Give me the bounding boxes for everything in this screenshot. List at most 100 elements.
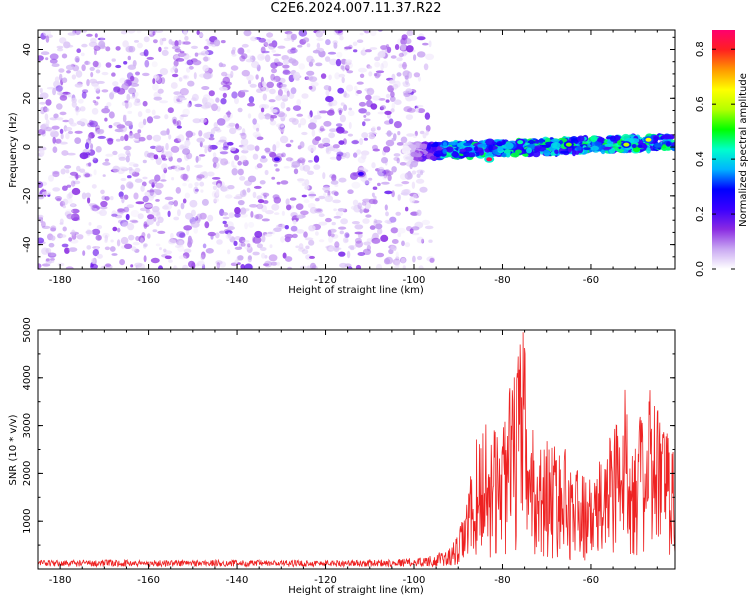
noise-speckle <box>184 139 191 147</box>
noise-speckle <box>237 47 245 55</box>
noise-speckle <box>384 190 393 195</box>
noise-speckle <box>146 134 153 141</box>
noise-speckle <box>380 45 388 50</box>
noise-speckle <box>133 192 139 200</box>
noise-speckle <box>361 201 367 206</box>
noise-speckle <box>330 233 335 238</box>
noise-speckle <box>112 165 120 173</box>
noise-speckle <box>38 193 45 200</box>
noise-speckle <box>71 187 81 196</box>
noise-speckle <box>193 72 197 80</box>
noise-speckle <box>177 134 185 142</box>
noise-speckle <box>90 143 94 150</box>
noise-speckle <box>350 247 355 251</box>
noise-speckle <box>394 259 401 267</box>
noise-speckle <box>186 67 191 73</box>
noise-speckle <box>176 98 180 102</box>
noise-speckle <box>219 151 228 155</box>
noise-speckle <box>102 161 111 166</box>
noise-speckle <box>112 226 118 232</box>
noise-speckle <box>291 161 301 168</box>
noise-speckle <box>339 230 344 235</box>
signal-speckle <box>478 149 484 156</box>
signal-speckle <box>412 155 423 161</box>
noise-speckle <box>131 171 140 177</box>
noise-speckle <box>237 160 242 166</box>
noise-speckle <box>247 255 252 261</box>
noise-speckle <box>71 208 80 214</box>
noise-speckle <box>401 50 407 57</box>
signal-speckle <box>496 142 503 147</box>
noise-speckle <box>256 163 263 169</box>
noise-speckle <box>303 199 310 204</box>
noise-speckle <box>81 43 88 48</box>
x-tick-label: -60 <box>583 575 599 586</box>
noise-speckle <box>416 169 425 174</box>
noise-speckle <box>130 264 134 268</box>
noise-speckle <box>98 40 106 48</box>
noise-speckle <box>371 162 376 169</box>
noise-speckle <box>346 250 351 259</box>
noise-speckle <box>391 166 397 173</box>
noise-speckle <box>336 126 345 134</box>
noise-speckle <box>92 249 100 257</box>
noise-speckle <box>312 138 319 146</box>
noise-speckle <box>323 85 331 91</box>
noise-speckle <box>143 49 149 57</box>
noise-speckle <box>199 118 207 123</box>
noise-speckle <box>413 72 421 78</box>
noise-speckle <box>206 98 215 106</box>
noise-speckle <box>301 194 307 198</box>
noise-speckle <box>68 237 73 242</box>
noise-speckle <box>193 227 198 234</box>
noise-speckle <box>170 232 174 239</box>
noise-speckle <box>41 188 45 192</box>
noise-speckle <box>56 198 62 202</box>
noise-speckle <box>81 91 87 99</box>
noise-speckle <box>314 197 320 202</box>
noise-speckle <box>362 198 371 203</box>
noise-speckle <box>194 188 199 192</box>
noise-speckle <box>283 37 292 42</box>
noise-speckle <box>86 163 90 166</box>
noise-speckle <box>264 54 271 63</box>
noise-speckle <box>219 146 224 154</box>
noise-speckle <box>235 125 243 131</box>
noise-speckle <box>372 126 376 131</box>
noise-speckle <box>405 77 409 86</box>
colorbar-ticks: 0.0 0.2 0.4 0.6 0.8 <box>695 41 735 277</box>
noise-speckle <box>80 52 85 57</box>
noise-speckle <box>224 161 230 165</box>
signal-speckle <box>576 145 582 151</box>
noise-speckle <box>362 47 366 54</box>
noise-speckle <box>152 83 159 91</box>
noise-speckle <box>44 107 50 112</box>
noise-speckle <box>242 144 251 152</box>
noise-speckle <box>307 144 317 152</box>
noise-speckle <box>59 222 64 225</box>
noise-speckle <box>227 185 235 190</box>
noise-speckle <box>318 213 325 218</box>
noise-speckle <box>253 214 260 220</box>
noise-speckle <box>153 115 161 119</box>
x-tick-label: -140 <box>226 275 249 286</box>
noise-speckle <box>45 248 52 254</box>
noise-speckle <box>176 157 182 163</box>
noise-speckle <box>183 30 188 36</box>
noise-speckle <box>188 260 195 268</box>
noise-speckle <box>276 224 284 229</box>
noise-speckle <box>375 223 383 230</box>
noise-speckle <box>359 32 364 36</box>
noise-speckle <box>81 64 86 72</box>
noise-speckle <box>254 145 260 152</box>
noise-speckle <box>61 53 68 59</box>
noise-speckle <box>38 181 44 188</box>
noise-speckle <box>161 49 169 57</box>
noise-speckle <box>101 89 109 93</box>
noise-speckle <box>199 181 205 187</box>
noise-speckle <box>327 229 332 237</box>
noise-speckle <box>56 85 64 91</box>
noise-speckle <box>129 219 138 223</box>
noise-speckle <box>347 189 354 194</box>
noise-speckle <box>395 256 400 261</box>
